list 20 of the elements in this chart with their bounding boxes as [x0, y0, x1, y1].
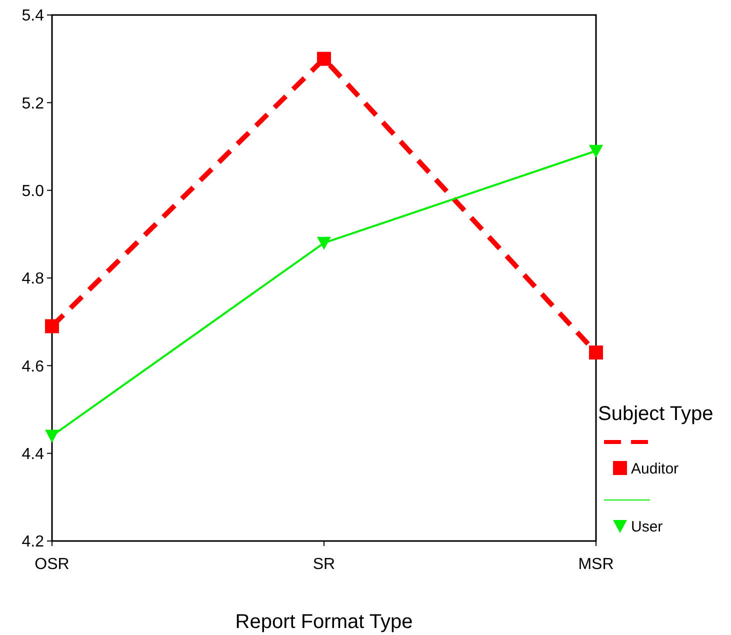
y-tick-label: 4.8: [22, 270, 44, 288]
point: [45, 319, 59, 334]
legend-label: Auditor: [631, 460, 679, 478]
y-tick-label: 5.4: [22, 8, 44, 25]
y-tick-label: 4.4: [22, 446, 44, 463]
point: [589, 346, 603, 360]
x-axis-title: Report Format Type: [235, 611, 413, 633]
legend-label: User: [631, 518, 663, 536]
y-tick-label: 5.0: [22, 182, 44, 200]
point: [317, 52, 331, 66]
legend-title: Subject Type: [598, 403, 714, 425]
y-tick-label: 4.6: [22, 358, 44, 376]
y-tick-label: 5.2: [22, 95, 44, 112]
x-tick-label: OSR: [34, 556, 70, 573]
y-tick-label: 4.2: [22, 534, 44, 551]
point: [317, 236, 331, 250]
x-tick-label: SR: [312, 556, 336, 573]
point: [589, 144, 603, 158]
x-tick-label: MSR: [578, 556, 614, 573]
point: [45, 430, 59, 443]
